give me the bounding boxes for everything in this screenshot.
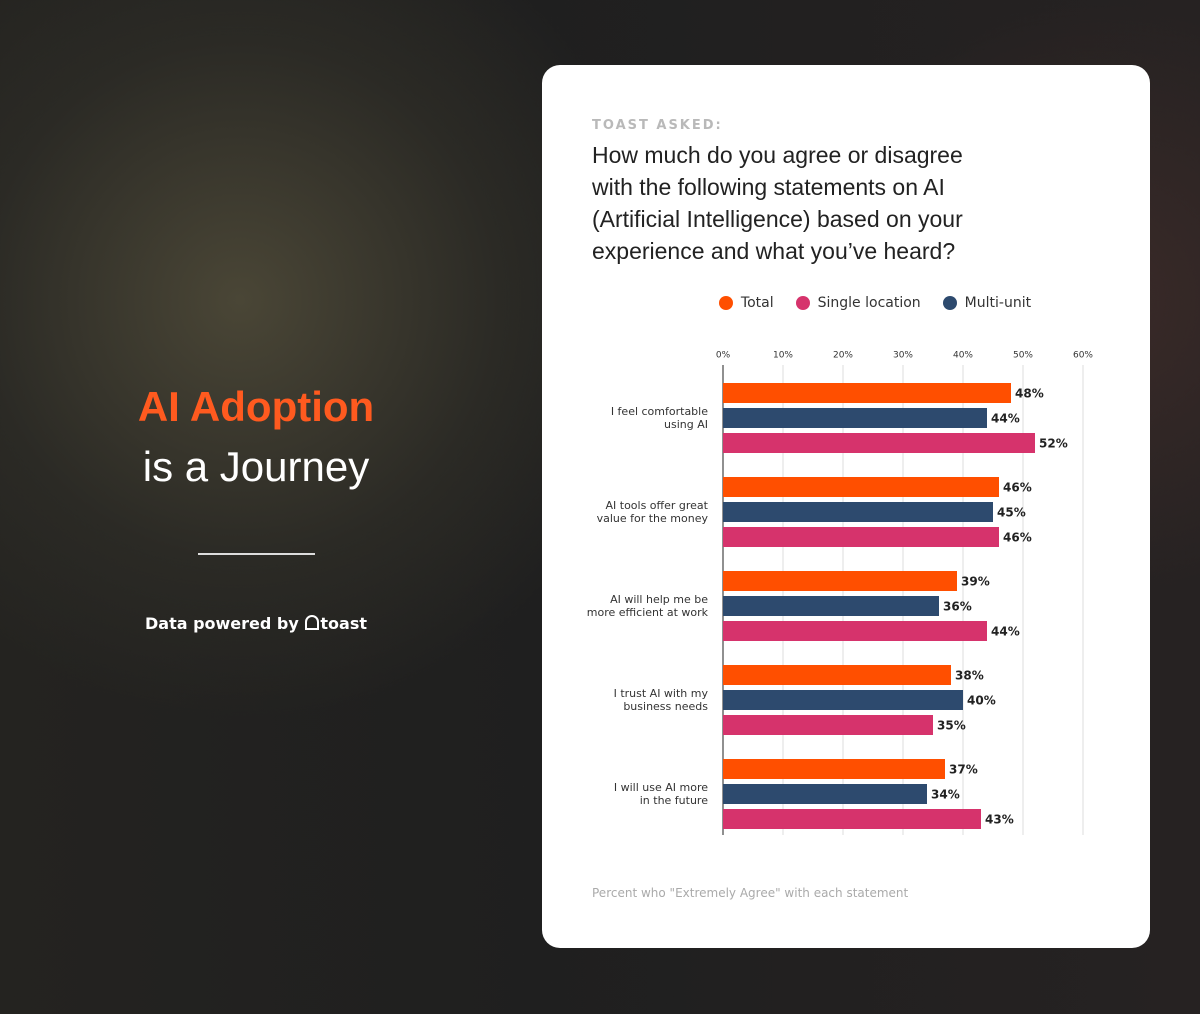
bar [723,383,1011,403]
value-label: 44% [991,625,1020,639]
bar [723,433,1035,453]
eyebrow: TOAST ASKED: [592,118,723,133]
legend-item: Total [718,295,774,311]
bar [723,759,945,779]
legend: Total Single location Multi-unit [542,295,1200,311]
legend-swatch [942,296,957,310]
x-tick-label: 30% [893,351,913,361]
category-label: I will use AI more in the future [613,781,708,807]
value-label: 34% [931,788,960,802]
bar [723,571,957,591]
value-label: 46% [1003,481,1032,495]
bar [723,621,987,641]
bar [723,408,987,428]
category-label: AI will help me be more efficient at wor… [586,593,708,619]
x-tick-label: 10% [773,351,793,361]
headline: AI Adoption [137,383,375,430]
chart-title: How much do you agree or disagree with t… [592,142,963,264]
value-label: 37% [949,763,978,777]
value-label: 46% [1003,531,1032,545]
bar [723,477,999,497]
bar [723,596,939,616]
logo: toast [320,614,367,633]
bar [723,665,951,685]
value-label: 43% [985,813,1014,827]
legend-label: Single location [817,295,921,311]
value-label: 36% [943,600,972,614]
x-tick-label: 20% [833,351,853,361]
value-label: 39% [961,575,990,589]
logo-icon [305,615,320,630]
legend-label: Multi-unit [964,295,1032,311]
x-tick-label: 60% [1073,351,1093,361]
value-label: 38% [955,669,984,683]
category-label: I trust AI with my business needs [613,687,708,713]
legend-swatch [718,296,733,310]
x-tick-label: 0% [716,351,731,361]
legend-item: Multi-unit [942,295,1032,311]
category-label: I feel comfortable using AI [610,405,708,431]
bar [723,502,993,522]
bar [723,690,963,710]
value-label: 48% [1015,387,1044,401]
subheadline: is a Journey [142,443,370,490]
x-tick-label: 40% [953,351,973,361]
bar [723,809,981,829]
footnote: Percent who "Extremely Agree" with each … [592,886,909,900]
legend-item: Single location [795,295,921,311]
bar [723,527,999,547]
credit-text: Data powered by [144,614,299,633]
value-label: 52% [1039,437,1068,451]
legend-label: Total [740,295,774,311]
legend-swatch [795,296,810,310]
value-label: 45% [997,506,1026,520]
value-label: 40% [967,694,996,708]
bar [723,784,927,804]
divider [198,553,315,555]
category-label: AI tools offer great value for the money [596,499,708,525]
x-tick-label: 50% [1013,351,1033,361]
credit: Data powered by toast [0,614,512,633]
value-label: 35% [937,719,966,733]
value-label: 44% [991,412,1020,426]
bar [723,715,933,735]
